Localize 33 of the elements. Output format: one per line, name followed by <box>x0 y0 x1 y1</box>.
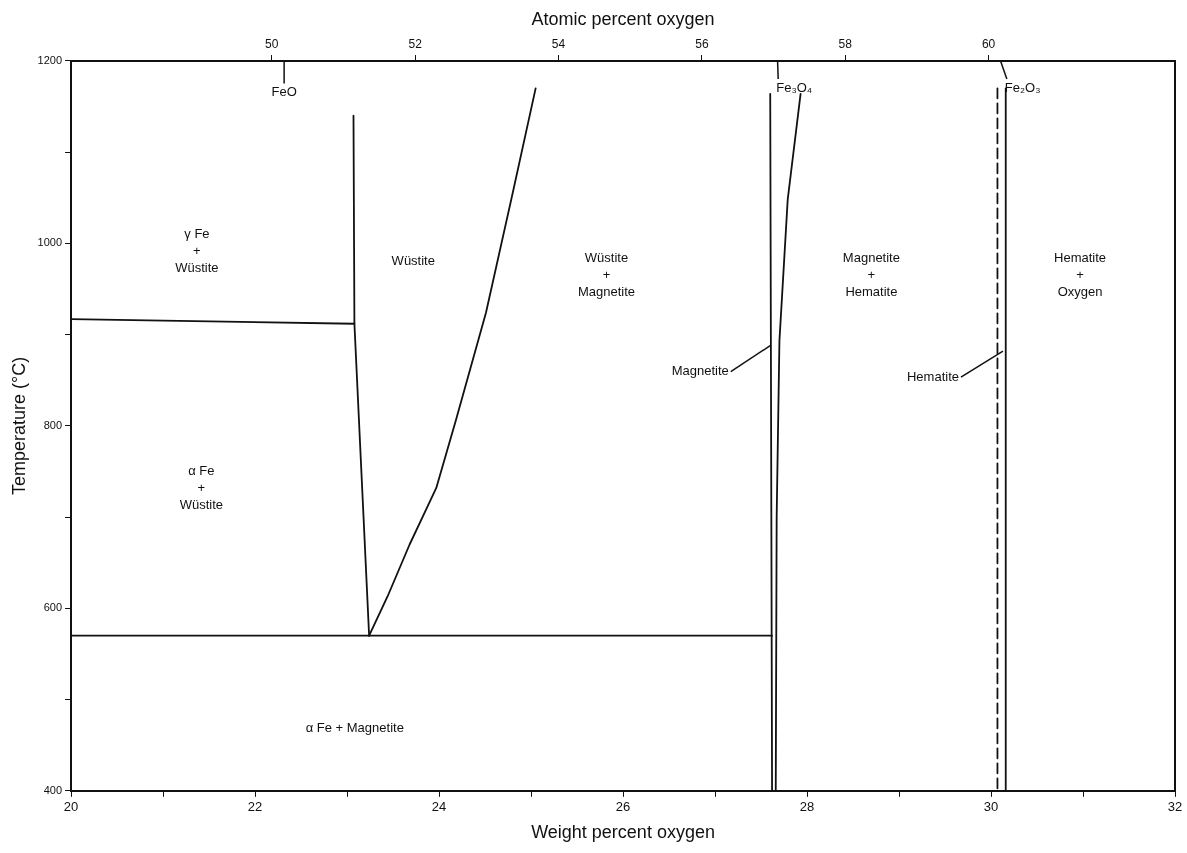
annotation: γ Fe + Wüstite <box>175 226 219 276</box>
x-tick-label: 32 <box>1167 799 1183 815</box>
x-tick-label: 30 <box>983 799 999 815</box>
annotation: Magnetite <box>671 363 729 379</box>
y-tick-label: 600 <box>43 601 63 614</box>
x-axis-title: Weight percent oxygen <box>531 822 715 843</box>
x-tick-label: 22 <box>247 799 263 815</box>
annotation: α Fe + Wüstite <box>179 463 224 513</box>
y-tick-label: 400 <box>43 783 63 796</box>
y-tick-label: 1200 <box>37 54 63 67</box>
x2-tick-label: 50 <box>265 37 279 52</box>
annotation: α Fe + Magnetite <box>305 720 404 736</box>
y-tick-label: 1000 <box>37 236 63 249</box>
y-axis-title: Temperature (°C) <box>8 356 29 496</box>
annotation: FeO <box>271 83 297 99</box>
annotation: Fe₃O₄ <box>776 79 813 95</box>
annotation: Wüstite <box>391 252 435 268</box>
annotation: Hematite + Oxygen <box>1054 250 1107 300</box>
x2-tick-label: 60 <box>981 37 996 52</box>
x-tick-label: 20 <box>63 799 79 815</box>
x-tick-label: 26 <box>615 799 631 815</box>
annotation: Magnetite + Hematite <box>842 250 900 300</box>
x2-tick-label: 52 <box>408 37 423 52</box>
x2-axis-title: Atomic percent oxygen <box>531 8 715 29</box>
x2-tick-label: 54 <box>551 37 566 52</box>
y-tick-label: 800 <box>43 418 63 431</box>
annotation: Fe₂O₃ <box>1004 79 1041 95</box>
x-tick-label: 28 <box>799 799 815 815</box>
x2-tick-label: 58 <box>838 37 853 52</box>
annotation: Hematite <box>906 368 959 384</box>
x2-tick-label: 56 <box>695 37 709 52</box>
annotation: Wüstite + Magnetite <box>577 250 636 300</box>
x-tick-label: 24 <box>431 799 447 815</box>
